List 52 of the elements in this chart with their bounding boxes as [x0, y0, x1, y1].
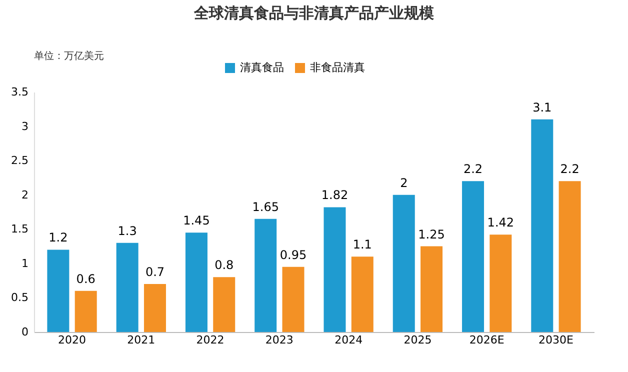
bar [324, 207, 346, 332]
bar [116, 242, 138, 332]
y-tick-label: 0 [22, 326, 28, 338]
bar [185, 232, 208, 332]
text: 单位：万亿美元 [34, 50, 104, 62]
data-label: 1.3 [118, 224, 137, 238]
bar [462, 181, 484, 332]
y-tick-label: 2 [22, 188, 28, 202]
bar [392, 194, 415, 332]
data-label: 0.8 [214, 258, 234, 272]
data-label: 2.2 [463, 162, 483, 176]
data-label: 1.2 [48, 230, 68, 245]
chart-title: 全球清真食品与非清真产品产业规模 [193, 4, 435, 22]
bar [47, 250, 70, 332]
bar [74, 290, 97, 332]
data-label: 3.1 [532, 100, 552, 114]
y-tick-label: 2.5 [11, 154, 28, 168]
x-tick-label: 2024 [334, 334, 363, 346]
data-label: 1.1 [352, 238, 372, 252]
data-label: 1.42 [487, 216, 514, 230]
data-label: 2 [400, 176, 408, 190]
bar [144, 284, 166, 332]
y-tick-label: 1.5 [11, 222, 28, 236]
data-label: 0.7 [145, 265, 165, 279]
y-tick-label: 3.5 [11, 86, 28, 98]
y-tick-label: 1 [22, 256, 28, 270]
bar [351, 256, 374, 332]
bar [531, 119, 554, 332]
bar [558, 181, 581, 332]
x-tick-label: 2021 [127, 334, 156, 346]
data-label: 1.65 [252, 200, 279, 214]
x-tick-label: 2022 [196, 334, 224, 346]
data-label: 1.45 [183, 214, 210, 228]
x-tick-label: 2023 [265, 334, 294, 346]
legend-label: 清真食品 [240, 61, 284, 74]
x-tick-label: 2020 [58, 334, 86, 346]
y-tick-label: 0.5 [11, 291, 28, 304]
x-tick-label: 2026E [469, 334, 504, 346]
x-tick-label: 2025 [404, 334, 432, 346]
data-label: 2.2 [560, 162, 580, 176]
x-tick-label: 2030E [538, 334, 574, 346]
bar [213, 277, 236, 332]
data-label: 1.82 [321, 188, 348, 202]
data-label: 0.6 [76, 272, 96, 286]
bar [490, 234, 512, 332]
bar [420, 246, 443, 332]
bar [254, 218, 277, 332]
data-label: 0.95 [280, 248, 307, 262]
y-tick-label: 3 [22, 120, 28, 133]
bar [282, 266, 304, 332]
data-label: 1.25 [418, 227, 445, 242]
legend-label: 非食品清真 [310, 61, 365, 74]
